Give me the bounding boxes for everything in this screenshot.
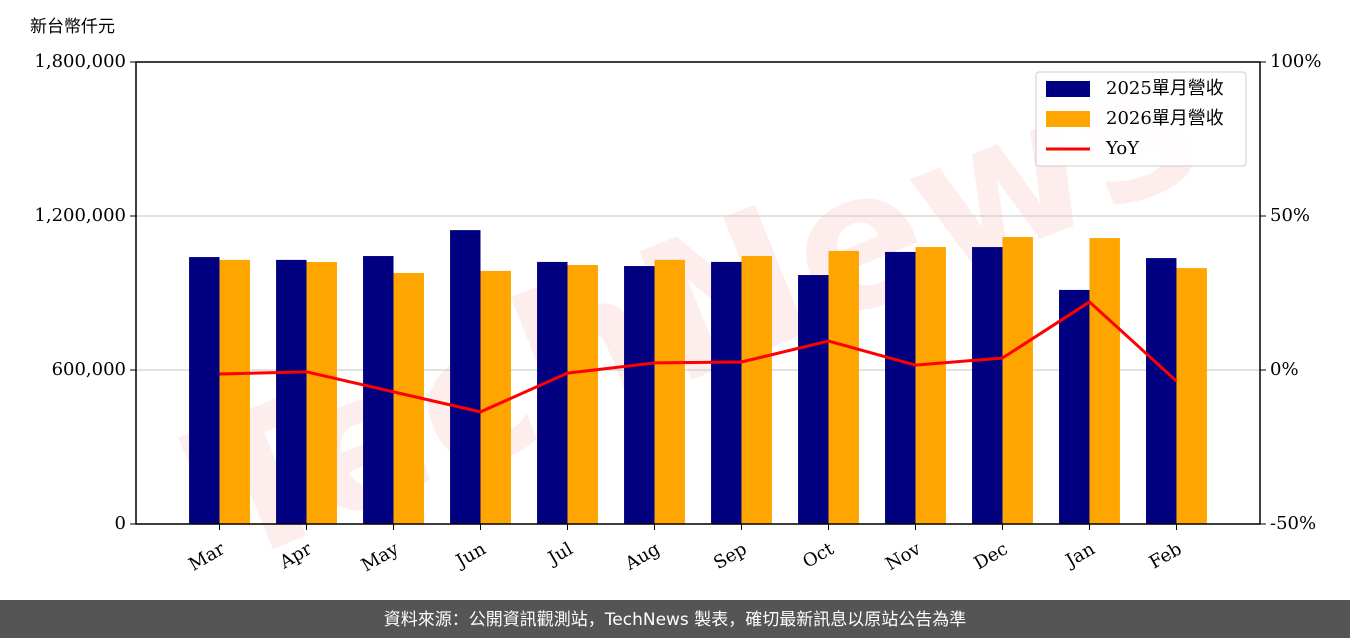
bar <box>1176 268 1207 524</box>
source-note: 資料來源：公開資訊觀測站，TechNews 製表，確切最新訊息以原站公告為準 <box>384 610 966 630</box>
y2-tick-label: 0% <box>1270 359 1299 380</box>
x-tick-label: Jul <box>543 538 577 570</box>
y-tick-label: 1,200,000 <box>34 205 126 226</box>
y-tick-label: 600,000 <box>52 359 126 380</box>
x-tick-label: Dec <box>971 538 1012 574</box>
bar <box>1146 258 1177 524</box>
bar <box>654 259 685 524</box>
bar <box>624 266 655 524</box>
bar <box>450 230 481 524</box>
x-tick-label: Jun <box>451 538 490 573</box>
bar <box>741 256 772 524</box>
bar <box>915 247 946 524</box>
legend-swatch <box>1046 111 1090 127</box>
bar <box>798 275 829 524</box>
bar <box>1002 237 1033 524</box>
yoy-line <box>219 300 1178 414</box>
bar <box>276 259 307 524</box>
legend-label: YoY <box>1105 138 1140 159</box>
y-axis-label: 新台幣仟元 <box>30 17 115 37</box>
x-tick-label: Nov <box>882 538 925 575</box>
y2-tick-label: 100% <box>1270 51 1321 72</box>
bar <box>885 251 916 524</box>
bar <box>189 257 220 524</box>
bar <box>219 259 250 524</box>
legend-label: 2025單月營收 <box>1106 78 1224 99</box>
y-tick-label: 1,800,000 <box>34 51 126 72</box>
bar <box>1059 289 1090 524</box>
legend-swatch <box>1046 81 1090 97</box>
bar <box>537 261 568 524</box>
y2-tick-label: -50% <box>1270 513 1316 534</box>
bar <box>567 265 598 524</box>
y2-tick-label: 50% <box>1270 205 1310 226</box>
x-tick-label: Sep <box>710 538 750 573</box>
y-tick-label: 0 <box>115 513 126 534</box>
legend-label: 2026單月營收 <box>1106 108 1224 129</box>
x-tick-label: Oct <box>799 538 838 573</box>
bar <box>306 261 337 524</box>
bar <box>1089 238 1120 524</box>
x-tick-label: Jan <box>1061 538 1099 572</box>
bar <box>828 250 859 524</box>
bar <box>711 261 742 524</box>
x-tick-label: Aug <box>621 538 664 575</box>
bar <box>480 270 511 524</box>
plot-frame <box>135 61 1261 525</box>
footer-bar <box>0 600 1350 638</box>
x-tick-label: Feb <box>1146 538 1186 573</box>
bar <box>972 247 1003 524</box>
